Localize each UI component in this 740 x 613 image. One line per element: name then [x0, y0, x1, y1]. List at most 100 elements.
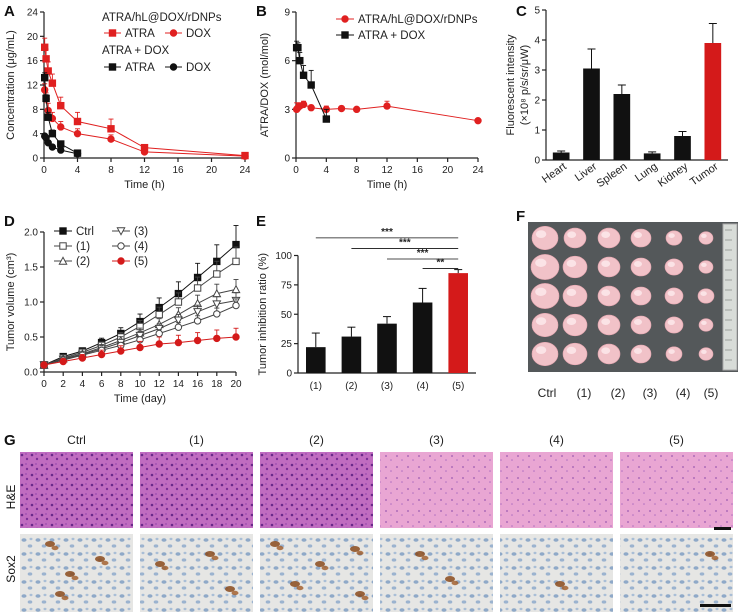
data-point: [48, 129, 57, 138]
sox2-tile: [20, 534, 133, 612]
y-tick-label: 0: [534, 156, 540, 167]
tumor-sample: [597, 285, 621, 307]
data-point: [474, 116, 482, 125]
x-tick-label: 8: [118, 379, 124, 390]
histology-column-label: Ctrl: [67, 433, 86, 447]
data-point: [307, 81, 315, 89]
bar: [341, 336, 362, 373]
panel-label-g: G: [4, 432, 16, 449]
y-tick-label: 0: [286, 369, 292, 380]
panel-label-b: B: [256, 3, 267, 20]
sox2-positive-cell: [205, 551, 215, 557]
sox2-positive-cell: [415, 551, 425, 557]
histology-grid: [20, 452, 733, 612]
data-point: [40, 43, 49, 51]
tumor-highlight: [566, 259, 577, 267]
legend-marker: [169, 63, 178, 71]
x-tick-label: 20: [442, 165, 454, 176]
legend-label: (5): [134, 256, 148, 268]
significance-label: ***: [417, 248, 429, 259]
category-label: (3): [381, 381, 393, 392]
tumor-sample: [530, 283, 560, 309]
sox2-positive-cell: [231, 590, 239, 596]
y-tick-label: 12: [27, 81, 39, 92]
histology-column-label: (1): [189, 433, 204, 447]
y-tick-label: 9: [284, 8, 290, 19]
x-tick-label: 8: [108, 165, 114, 176]
sox2-positive-cell: [61, 595, 69, 601]
legend-label: (4): [134, 241, 148, 253]
significance-label: ***: [381, 227, 393, 238]
y-tick-label: 1.0: [24, 298, 38, 309]
data-point: [212, 300, 222, 309]
row-label-sox2: Sox2: [4, 555, 18, 583]
sox2-positive-cell: [296, 585, 304, 591]
tumor-highlight: [601, 289, 611, 296]
histology-column-label: (3): [429, 433, 444, 447]
sox2-positive-cell: [276, 545, 284, 551]
y-axis-label: Fluorescent intensity: [505, 34, 517, 135]
tumor-sample: [698, 318, 714, 332]
chart-e-plot: 0 25 50 75 100 Tumor inhibition ratio (%) (1) (…: [257, 227, 476, 392]
data-point: [40, 86, 49, 94]
y-tick-label: 75: [281, 280, 293, 291]
sox2-positive-cell: [350, 546, 360, 552]
data-point: [294, 43, 302, 52]
y-tick-label: 2: [534, 96, 540, 107]
sox2-positive-cell: [321, 565, 329, 571]
legend-marker: [108, 63, 117, 71]
legend-marker: [341, 15, 349, 23]
data-point: [213, 270, 221, 278]
tumor-sample: [665, 230, 683, 246]
tumor-sample: [630, 257, 652, 277]
data-point: [173, 316, 183, 325]
bar: [552, 152, 570, 160]
y-tick-label: 50: [281, 310, 293, 321]
chart-a: A 0 4 8 12 16 20 24 0 4 8 12 16 20 24 Time (h) Concentr…: [4, 3, 250, 191]
significance-label: ***: [399, 237, 411, 248]
sox2-positive-cell: [225, 586, 235, 592]
legend-marker: [116, 227, 126, 236]
tumor-highlight: [634, 348, 642, 354]
x-tick-label: 4: [75, 165, 81, 176]
tumor-sample: [597, 314, 621, 336]
chart-c-plot: 0 1 2 3 4 5 Fluorescent intensity (×10⁸ p/s/sr/…: [505, 6, 728, 190]
data-point: [107, 125, 115, 133]
data-point: [42, 55, 50, 63]
x-tick-label: 16: [172, 165, 184, 176]
data-point: [40, 361, 48, 369]
sox2-positive-cell: [361, 595, 369, 601]
histology-column-label: (2): [309, 433, 324, 447]
data-point: [78, 354, 87, 362]
x-tick-label: 20: [230, 379, 242, 390]
sox2-positive-cell: [65, 571, 75, 577]
tumor-highlight: [667, 290, 675, 296]
scale-bar-sox2: [700, 604, 731, 607]
tumor-group-label: (1): [576, 386, 592, 400]
data-point: [193, 317, 202, 325]
panel-label-d: D: [4, 213, 15, 230]
x-tick-label: 20: [206, 165, 218, 176]
x-tick-label: 18: [211, 379, 223, 390]
significance-label: **: [437, 257, 445, 268]
data-point: [57, 101, 65, 110]
bar: [448, 273, 468, 373]
legend-label: (2): [76, 256, 90, 268]
data-point: [57, 146, 65, 154]
data-point: [73, 117, 82, 126]
y-tick-label: 2.0: [24, 228, 38, 239]
sox2-positive-cell: [95, 556, 105, 562]
he-tile: [140, 452, 253, 528]
y-tick-label: 4: [32, 129, 38, 140]
bar: [704, 43, 722, 160]
tumor-sample: [563, 227, 587, 249]
chart-b: B 0 3 6 9 0 4 8 12 16 20 24 Time (h) ATRA/DOX (mol/m…: [256, 3, 484, 191]
data-point: [174, 323, 183, 331]
tumor-highlight: [535, 258, 547, 267]
legend-marker: [59, 242, 67, 250]
bar: [643, 153, 661, 160]
sox2-positive-cell: [55, 591, 65, 597]
tumor-group-label: (3): [642, 386, 658, 400]
tumor-sample: [597, 256, 621, 278]
y-tick-label: 6: [284, 56, 290, 67]
